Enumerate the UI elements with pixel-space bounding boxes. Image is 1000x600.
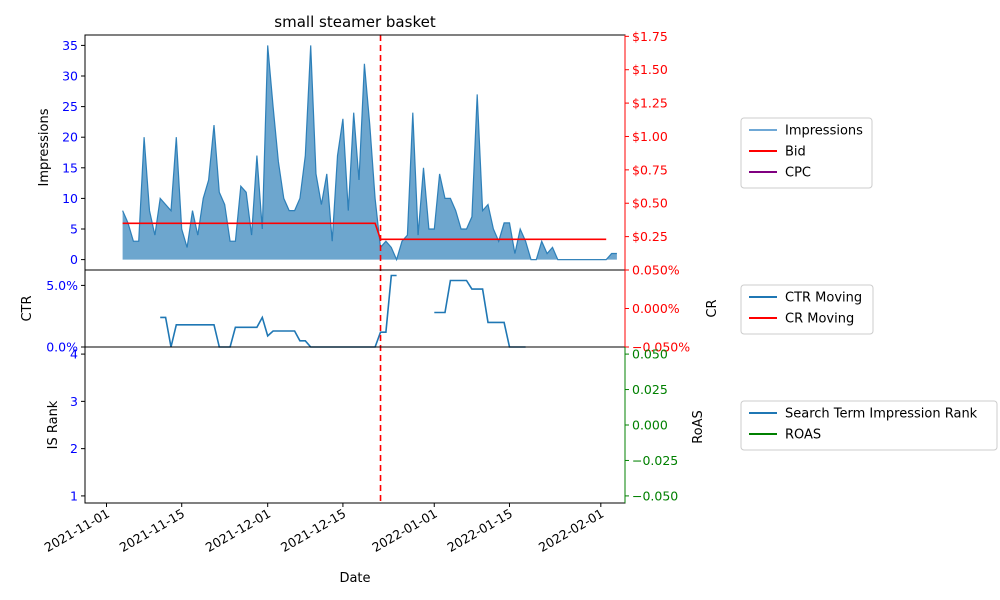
y-left-tick-label: 30 [62,69,78,84]
x-tick-label: 2022-01-01 [369,506,439,555]
y-right-tick-label: −0.050% [632,340,690,355]
legends-layer: Impressions Bid CPC CTR Moving CR Moving Sear… [740,117,998,451]
legend-label: Search Term Impression Rank [785,407,978,422]
top-legend-box [740,117,873,189]
legend-label: Bid [785,145,806,160]
y-left-tick-label: 0.0% [46,340,78,355]
legend-label: ROAS [785,428,821,443]
bottom-panel-frame [84,346,626,504]
y-left-label-impressions: Impressions [37,108,52,186]
y-left-tick-label: 5 [70,221,78,236]
legend-label: CTR Moving [785,291,862,306]
impressions-line [122,45,617,262]
x-tick-label: 2021-12-01 [203,506,273,555]
y-right-tick-label: 0.000 [632,418,668,433]
bottom-legend-box [740,400,998,451]
y-right-tick-label: 0.050% [632,263,680,278]
y-right-tick-label: 0.050 [632,347,668,362]
y-left-tick-label: 20 [62,130,78,145]
data-layer [122,35,617,503]
ctr-moving-line [434,279,526,348]
x-tick-label: 2022-02-01 [536,506,606,555]
x-tick-label: 2021-12-15 [278,506,348,555]
x-tick-label: 2021-11-15 [117,506,187,555]
chart-title: small steamer basket [274,13,436,31]
x-tick-label: 2021-11-01 [42,506,112,555]
y-right-tick-label: $1.75 [632,29,668,44]
y-right-label-roas: RoAS [691,410,706,444]
axes-layer: 0 5 10 15 20 25 30 35 $0.25 $0.50 $0.75 $1.00 $1.25 $… [20,29,720,555]
y-left-tick-label: 4 [70,347,78,362]
y-left-tick-label: 15 [62,160,78,175]
x-tick-label: 2022-01-15 [445,506,515,555]
y-left-tick-label: 3 [70,394,78,409]
y-right-tick-label: $1.50 [632,62,668,77]
y-right-tick-label: −0.025 [632,453,678,468]
legend-label: CR Moving [785,312,854,327]
impressions-area [122,45,617,260]
y-right-tick-label: 0.025 [632,382,668,397]
legend-label: CPC [785,166,811,181]
y-right-tick-label: $1.25 [632,96,668,111]
ctr-moving-line [160,274,397,348]
y-right-tick-label: $0.25 [632,229,668,244]
y-left-tick-label: 2 [70,441,78,456]
y-right-label-cr: CR [705,299,720,317]
y-left-label-ctr: CTR [20,295,35,321]
y-left-tick-label: 25 [62,99,78,114]
y-right-tick-label: $0.75 [632,162,668,177]
y-left-tick-label: 5.0% [46,278,78,293]
y-left-tick-label: 35 [62,38,78,53]
bid-line [122,222,607,241]
x-axis-label: Date [339,571,370,586]
y-left-label-is-rank: IS Rank [46,400,61,449]
y-right-tick-label: −0.050 [632,488,678,503]
legend-label: Impressions [785,124,863,139]
y-left-tick-label: 1 [70,488,78,503]
middle-panel-frame [84,269,626,348]
y-left-tick-label: 10 [62,191,78,206]
y-right-tick-label: $0.50 [632,196,668,211]
y-right-tick-label: $1.00 [632,129,668,144]
y-right-tick-label: 0.000% [632,301,680,316]
y-left-tick-label: 0 [70,252,78,267]
